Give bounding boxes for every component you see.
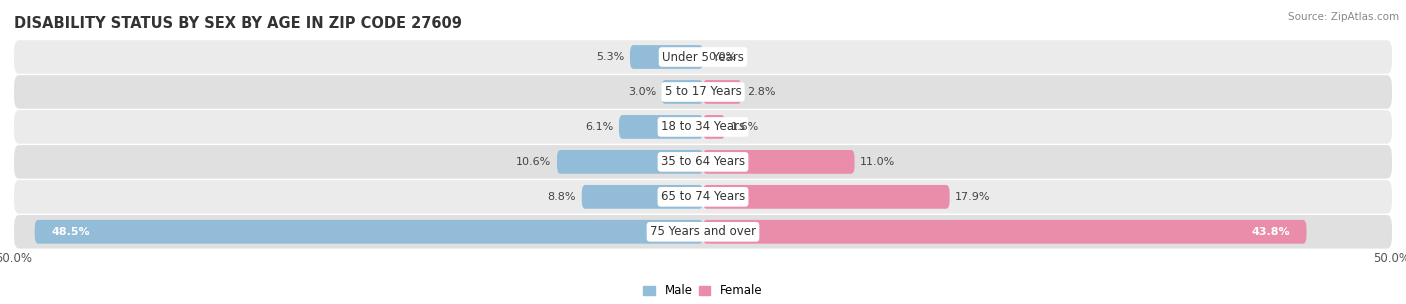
Text: 18 to 34 Years: 18 to 34 Years: [661, 120, 745, 133]
Text: 0.0%: 0.0%: [709, 52, 737, 62]
Text: 10.6%: 10.6%: [516, 157, 551, 167]
FancyBboxPatch shape: [14, 215, 1392, 249]
Text: Source: ZipAtlas.com: Source: ZipAtlas.com: [1288, 12, 1399, 22]
FancyBboxPatch shape: [582, 185, 703, 209]
Text: 3.0%: 3.0%: [628, 87, 657, 97]
Text: 43.8%: 43.8%: [1251, 227, 1289, 237]
FancyBboxPatch shape: [703, 115, 725, 139]
FancyBboxPatch shape: [14, 40, 1392, 74]
Text: 6.1%: 6.1%: [585, 122, 613, 132]
Text: 35 to 64 Years: 35 to 64 Years: [661, 155, 745, 168]
Text: DISABILITY STATUS BY SEX BY AGE IN ZIP CODE 27609: DISABILITY STATUS BY SEX BY AGE IN ZIP C…: [14, 16, 463, 31]
Text: 17.9%: 17.9%: [955, 192, 991, 202]
Text: 2.8%: 2.8%: [747, 87, 776, 97]
FancyBboxPatch shape: [703, 80, 741, 104]
FancyBboxPatch shape: [662, 80, 703, 104]
Text: 8.8%: 8.8%: [548, 192, 576, 202]
Text: 75 Years and over: 75 Years and over: [650, 225, 756, 238]
Text: 1.6%: 1.6%: [731, 122, 759, 132]
FancyBboxPatch shape: [630, 45, 703, 69]
Text: Under 5 Years: Under 5 Years: [662, 50, 744, 64]
FancyBboxPatch shape: [14, 145, 1392, 179]
FancyBboxPatch shape: [14, 180, 1392, 214]
Text: 65 to 74 Years: 65 to 74 Years: [661, 190, 745, 203]
Text: 48.5%: 48.5%: [51, 227, 90, 237]
FancyBboxPatch shape: [14, 75, 1392, 109]
Text: 5.3%: 5.3%: [596, 52, 624, 62]
FancyBboxPatch shape: [35, 220, 703, 244]
FancyBboxPatch shape: [557, 150, 703, 174]
FancyBboxPatch shape: [619, 115, 703, 139]
FancyBboxPatch shape: [703, 185, 949, 209]
FancyBboxPatch shape: [703, 220, 1306, 244]
Text: 11.0%: 11.0%: [860, 157, 896, 167]
FancyBboxPatch shape: [703, 150, 855, 174]
Text: 5 to 17 Years: 5 to 17 Years: [665, 85, 741, 98]
FancyBboxPatch shape: [14, 110, 1392, 144]
Legend: Male, Female: Male, Female: [638, 280, 768, 302]
